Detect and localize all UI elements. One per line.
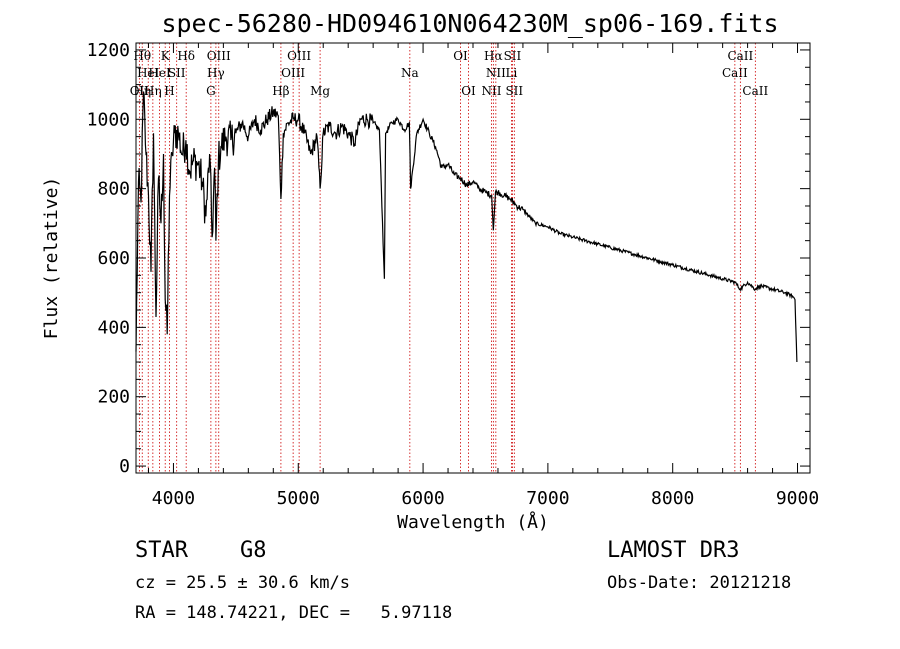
line-marker-label: SII <box>504 49 522 63</box>
x-tick-label: 6000 <box>401 488 444 509</box>
line-marker-label: CaII <box>742 84 768 98</box>
line-marker-label: Hβ <box>272 84 289 98</box>
line-marker-label: OIII <box>207 49 231 63</box>
line-marker-label: NII <box>486 66 506 80</box>
x-tick-label: 9000 <box>776 488 819 509</box>
line-marker-label: Hδ <box>177 49 195 63</box>
y-tick-label: 1000 <box>87 109 130 130</box>
survey-label: LAMOST DR3 <box>607 538 740 563</box>
line-marker-label: H <box>164 84 174 98</box>
line-marker-label: HeI <box>148 66 171 80</box>
spectrum-line <box>135 91 798 363</box>
line-marker-label: Hγ <box>207 66 225 80</box>
line-marker-label: Na <box>401 66 419 80</box>
chart-title: spec-56280-HD094610N064230M_sp06-169.fit… <box>161 9 778 38</box>
y-tick-label: 1200 <box>87 40 130 61</box>
spectral-subclass: G8 <box>240 538 267 563</box>
line-marker-label: Mg <box>310 84 330 98</box>
y-tick-label: 200 <box>97 387 130 408</box>
y-axis-label: Flux (relative) <box>41 177 62 340</box>
line-marker-label: OIII <box>281 66 305 80</box>
spectrum-chart: spec-56280-HD094610N064230M_sp06-169.fit… <box>41 9 820 533</box>
line-marker-label: G <box>206 84 216 98</box>
line-marker-label: OIII <box>287 49 311 63</box>
line-marker-label: CaII <box>722 66 748 80</box>
line-marker-label: OI <box>453 49 468 63</box>
plot-frame <box>135 42 811 474</box>
line-marker-label: Hα <box>484 49 503 63</box>
line-marker-label: Hη <box>144 84 162 98</box>
object-class: STAR <box>135 538 188 563</box>
line-marker-label: HeI <box>137 66 160 80</box>
x-tick-label: 8000 <box>651 488 694 509</box>
y-tick-label: 600 <box>97 248 130 269</box>
line-marker-label: Li <box>506 66 518 80</box>
x-tick-label: 7000 <box>526 488 569 509</box>
line-marker-label: Hη <box>133 84 151 98</box>
y-tick-label: 400 <box>97 317 130 338</box>
line-marker-label: CaII <box>727 49 753 63</box>
x-tick-label: 4000 <box>152 488 195 509</box>
line-marker-label: NII <box>481 84 501 98</box>
line-marker-label: OI <box>461 84 476 98</box>
line-marker-label: SII <box>168 66 186 80</box>
x-tick-label: 5000 <box>277 488 320 509</box>
axis-ticks: 4000 5000 6000 7000 8000 9000 0 200 400 600 800 100… <box>87 40 820 509</box>
y-tick-label: 800 <box>97 179 130 200</box>
line-marker-label: Hθ <box>133 49 151 63</box>
spectral-line-markers: OIIHθHηHeIHηHeIKHSIIHδGHγOIIIHβOIIIOIIIM… <box>130 43 768 473</box>
obs-date: Obs-Date: 20121218 <box>607 573 792 593</box>
line-marker-label: SII <box>505 84 523 98</box>
coordinates: RA = 148.74221, DEC = 5.97118 <box>135 603 453 623</box>
y-tick-label: 0 <box>119 456 130 477</box>
redshift-velocity: cz = 25.5 ± 30.6 km/s <box>135 573 350 593</box>
x-axis-label: Wavelength (Å) <box>397 511 549 533</box>
line-marker-label: K <box>161 49 171 63</box>
